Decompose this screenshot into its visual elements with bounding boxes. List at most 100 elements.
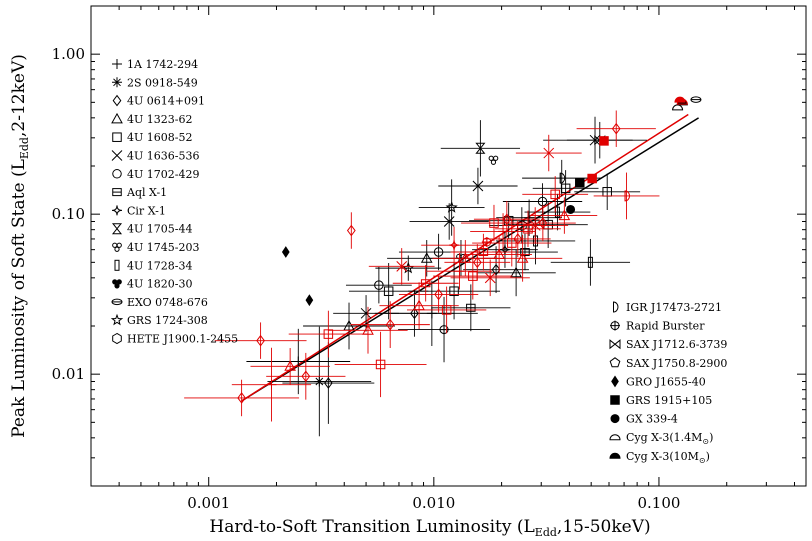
x-axis-title: Hard-to-Soft Transition Luminosity (LEdd… [209, 517, 650, 539]
data-point-black [491, 263, 501, 276]
data-point-red [516, 252, 529, 263]
legend-label: Rapid Burster [626, 320, 705, 333]
legend-icon [609, 339, 621, 350]
legend-label: Cyg X-3(10M⊙) [626, 450, 710, 465]
legend-icon [112, 169, 122, 179]
data-point-red [558, 209, 571, 221]
legend-icon [111, 223, 123, 235]
legend-label: 1A 1742-294 [127, 58, 198, 71]
legend-left: 1A 1742-294 2S 0918-549 4U 0614+091 4U 1323… [110, 58, 238, 346]
data-point-red [420, 279, 431, 288]
x-tick-label: 0.010 [412, 494, 455, 512]
data-point-black [374, 280, 384, 290]
data-point-red [676, 98, 688, 105]
y-tick-label: 1.00 [52, 45, 85, 63]
legend-label: 4U 1702-429 [127, 168, 199, 181]
legend-icon [110, 313, 124, 326]
legend-label: GX 339-4 [626, 413, 678, 426]
data-point-black [323, 377, 333, 389]
data-point-red [449, 240, 460, 251]
data-point-black [566, 204, 576, 214]
legend-label: 4U 1745-203 [127, 241, 199, 254]
legend-icon [112, 59, 122, 69]
data-point-black [587, 256, 593, 268]
data-point-red [375, 359, 386, 370]
legend-icon [114, 259, 120, 271]
data-point-black [520, 248, 530, 257]
data-point-black [449, 286, 459, 296]
data-point-black [524, 212, 535, 223]
legend-label: 2S 0918-549 [127, 76, 198, 89]
data-point-black [281, 246, 290, 258]
axes: 0.001 0.010 0.100 0.01 0.10 1.00 [52, 5, 807, 512]
data-point-red [284, 360, 296, 371]
legend-label: SAX J1750.8-2900 [626, 357, 727, 370]
legend-icon [111, 298, 123, 306]
data-point-red [434, 288, 443, 301]
legend-label: HETE J1900.1-2455 [127, 333, 238, 346]
legend-label: 4U 1608-52 [127, 131, 192, 144]
data-point-black [443, 216, 455, 227]
data-point-black [559, 172, 566, 184]
legend-label: GRS 1724-308 [127, 314, 208, 327]
data-point-red [266, 379, 277, 390]
data-point-red [502, 213, 512, 226]
x-tick-label: 0.001 [187, 494, 230, 512]
legend-label: SAX J1712.6-3739 [626, 338, 727, 351]
data-point-black [293, 356, 304, 367]
data-point-red [346, 224, 356, 237]
data-point-black [410, 307, 419, 320]
data-point-red [472, 256, 482, 269]
data-point-black [575, 178, 585, 188]
data-point-red [256, 334, 265, 347]
data-point-red [513, 233, 523, 245]
legend-label: 4U 1728-34 [127, 259, 192, 272]
data-point-red [529, 220, 541, 231]
legend-label: 4U 1705-44 [127, 223, 192, 236]
data-point-red [599, 136, 609, 146]
data-point-black [466, 303, 476, 312]
data-point-red [484, 272, 496, 284]
data-point-red [611, 122, 621, 135]
data-point-black [589, 134, 601, 146]
data-point-red [396, 260, 408, 272]
data-point-red [454, 266, 465, 277]
legend-icon [613, 301, 619, 313]
legend-label: GRS 1915+105 [626, 394, 712, 407]
data-point-black [560, 183, 571, 194]
data-point-black [472, 180, 484, 192]
legend-icon [112, 77, 122, 88]
fit-line-black [241, 117, 699, 402]
legend-icon [112, 132, 122, 142]
legend-icon [609, 452, 621, 459]
data-point-red [323, 329, 334, 339]
legend-label: Cir X-1 [127, 204, 166, 217]
legend-label: 4U 1323-62 [127, 113, 192, 126]
data-point-red [624, 190, 630, 202]
data-point-black [672, 104, 684, 111]
y-tick-label: 0.10 [52, 205, 85, 223]
data-point-red [538, 217, 548, 229]
data-point-black [360, 307, 372, 319]
legend-icon [112, 94, 122, 107]
legend-label: 4U 1636-536 [127, 150, 199, 163]
data-series [184, 96, 702, 437]
legend-label: 4U 0614+091 [127, 95, 205, 108]
legend-icon [610, 320, 620, 331]
data-point-red [587, 173, 597, 184]
legend-label: EXO 0748-676 [127, 296, 208, 309]
legend-label: Aql X-1 [126, 186, 167, 199]
data-point-black [439, 324, 450, 335]
data-point-black [690, 96, 702, 103]
legend-icon [610, 395, 620, 405]
legend-icon [112, 279, 122, 289]
legend-icon [611, 375, 619, 388]
data-point-black [314, 376, 325, 387]
x-tick-label: 0.100 [637, 494, 680, 512]
legend-label: IGR J17473-2721 [626, 301, 722, 314]
plot-frame [90, 5, 807, 487]
data-point-black [433, 247, 444, 257]
legend-icon [112, 332, 122, 345]
data-point-black [488, 155, 499, 165]
legend-right: IGR J17473-2721 Rapid Burster SAX J1712.6-… [609, 301, 727, 465]
